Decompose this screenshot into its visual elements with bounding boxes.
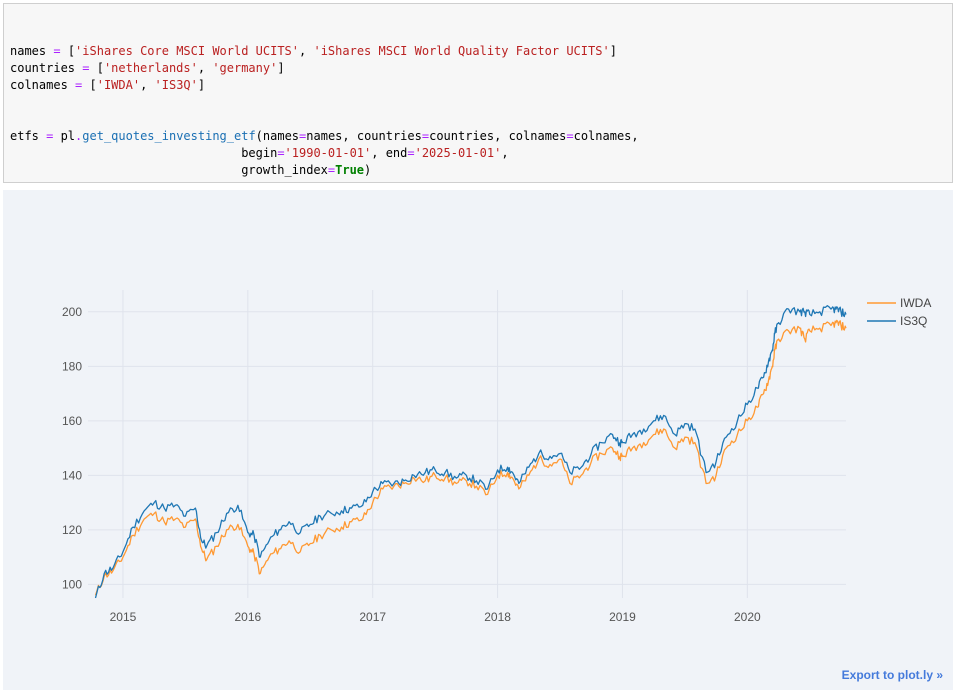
code-token: [ <box>89 61 104 75</box>
code-token: = <box>277 146 285 160</box>
code-token: , <box>501 146 509 160</box>
code-token: names, countries <box>306 129 422 143</box>
code-line: countries = ['netherlands', 'germany'] <box>10 60 952 77</box>
series-line-iwda[interactable] <box>94 319 847 596</box>
code-line: begin='1990-01-01', end='2025-01-01', <box>10 145 952 162</box>
code-token: colnames, <box>573 129 639 143</box>
code-token: ] <box>197 78 206 92</box>
code-token: True <box>335 163 365 177</box>
x-tick-label: 2015 <box>110 610 137 624</box>
code-line <box>10 94 952 111</box>
legend-label[interactable]: IS3Q <box>900 314 927 328</box>
code-token: , <box>197 61 213 75</box>
x-tick-label: 2019 <box>609 610 636 624</box>
code-token: pl <box>53 129 76 143</box>
code-token: '2025-01-01' <box>414 146 502 160</box>
line-chart[interactable]: 100 120 140 160 180 200 2015 2016 2017 2018 2019 2… <box>3 190 953 690</box>
code-token: , end <box>371 146 408 160</box>
x-tick-label: 2018 <box>484 610 511 624</box>
code-token: , <box>140 78 155 92</box>
code-line: colnames = ['IWDA', 'IS3Q'] <box>10 77 952 94</box>
code-token: 'iShares MSCI World Quality Factor UCITS… <box>313 44 610 58</box>
code-token: 'iShares Core MSCI World UCITS' <box>75 44 300 58</box>
code-token: countries <box>10 61 83 75</box>
x-tick-label: 2016 <box>234 610 261 624</box>
series-line-is3q[interactable] <box>94 305 847 599</box>
code-line: names = ['iShares Core MSCI World UCITS'… <box>10 43 952 60</box>
code-token: 'IS3Q' <box>154 78 198 92</box>
code-token: names <box>10 44 54 58</box>
y-tick-label: 160 <box>62 414 82 428</box>
code-token: begin <box>10 146 278 160</box>
code-token: = <box>82 61 90 75</box>
code-token: [ <box>60 44 76 58</box>
code-token: = <box>407 146 415 160</box>
code-token: etfs <box>10 129 47 143</box>
output-area: 100 120 140 160 180 200 2015 2016 2017 2018 2019 2… <box>3 190 953 690</box>
x-tick-label: 2020 <box>734 610 761 624</box>
code-token: , <box>299 44 314 58</box>
code-token: = <box>299 129 307 143</box>
code-token: = <box>566 129 574 143</box>
code-token: = <box>421 129 430 143</box>
y-tick-label: 180 <box>62 359 82 373</box>
code-token: 'netherlands' <box>103 61 198 75</box>
code-token: = <box>53 44 61 58</box>
y-tick-label: 100 <box>62 577 82 591</box>
code-token: 'IWDA' <box>96 78 141 92</box>
code-token: ) <box>364 163 372 177</box>
code-token: ] <box>277 61 285 75</box>
code-token: (names <box>255 129 300 143</box>
code-token: . <box>75 129 83 143</box>
code-token: get_quotes_investing_etf <box>82 129 256 143</box>
code-line: etfs = pl.get_quotes_investing_etf(names… <box>10 128 952 145</box>
export-to-plotly-link[interactable]: Export to plot.ly » <box>841 668 943 682</box>
code-token: 'germany' <box>212 61 278 75</box>
x-tick-label: 2017 <box>359 610 386 624</box>
y-tick-label: 140 <box>62 468 82 482</box>
code-token: countries, colnames <box>429 129 567 143</box>
plot-background <box>88 290 846 598</box>
code-token: growth_index <box>10 163 328 177</box>
legend-label[interactable]: IWDA <box>900 296 931 310</box>
code-line: growth_index=True) <box>10 162 952 179</box>
code-token: '1990-01-01' <box>284 146 372 160</box>
code-token: [ <box>82 78 97 92</box>
code-token: = <box>75 78 83 92</box>
code-line <box>10 111 952 128</box>
y-tick-label: 120 <box>62 523 82 537</box>
code-token: ] <box>609 44 617 58</box>
code-token: colnames <box>10 78 76 92</box>
code-cell[interactable]: names = ['iShares Core MSCI World UCITS'… <box>3 3 953 211</box>
code-token: = <box>46 129 54 143</box>
code-editor[interactable]: names = ['iShares Core MSCI World UCITS'… <box>10 43 952 213</box>
code-token: = <box>327 163 336 177</box>
y-tick-label: 200 <box>62 305 82 319</box>
